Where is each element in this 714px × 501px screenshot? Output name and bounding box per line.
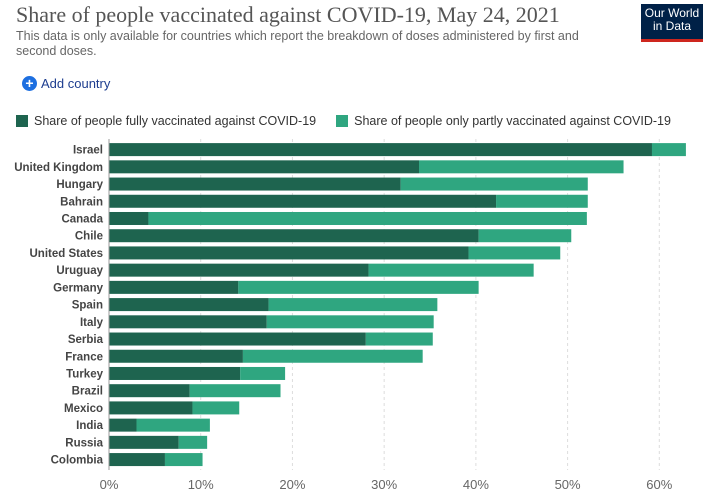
category-label: Turkey	[66, 368, 103, 380]
category-label: Spain	[72, 300, 103, 312]
bar-fully-vaccinated	[109, 177, 401, 191]
logo-line-2: in Data	[652, 19, 692, 33]
bar-fully-vaccinated	[109, 435, 179, 449]
legend: Share of people fully vaccinated against…	[16, 114, 691, 128]
category-label: Chile	[75, 231, 103, 243]
bar-fully-vaccinated	[109, 366, 241, 380]
bar-fully-vaccinated	[109, 263, 369, 277]
legend-swatch-partly	[336, 115, 349, 127]
bar-fully-vaccinated	[109, 280, 239, 294]
legend-item-fully[interactable]: Share of people fully vaccinated against…	[16, 114, 316, 128]
x-tick-label: 60%	[646, 477, 672, 492]
x-tick-label: 20%	[279, 477, 305, 492]
legend-label-partly: Share of people only partly vaccinated a…	[354, 114, 671, 128]
bar-fully-vaccinated	[109, 384, 190, 398]
bar-partly-vaccinated	[365, 332, 433, 346]
bar-partly-vaccinated	[496, 194, 588, 208]
bar-fully-vaccinated	[109, 453, 165, 467]
bar-partly-vaccinated	[242, 349, 423, 363]
x-tick-label: 40%	[463, 477, 489, 492]
bar-partly-vaccinated	[268, 298, 438, 312]
x-tick-label: 0%	[100, 477, 119, 492]
bar-fully-vaccinated	[109, 160, 420, 174]
bar-partly-vaccinated	[266, 315, 434, 329]
bar-partly-vaccinated	[468, 246, 561, 260]
category-label: Israel	[73, 145, 103, 157]
category-label: United States	[30, 248, 104, 260]
logo-line-1: Our World	[644, 6, 700, 20]
bar-fully-vaccinated	[109, 332, 366, 346]
bar-fully-vaccinated	[109, 143, 652, 157]
bar-partly-vaccinated	[240, 366, 286, 380]
bar-fully-vaccinated	[109, 315, 267, 329]
bar-partly-vaccinated	[189, 384, 281, 398]
category-label: France	[65, 351, 103, 363]
bar-partly-vaccinated	[238, 280, 479, 294]
legend-item-partly[interactable]: Share of people only partly vaccinated a…	[336, 114, 671, 128]
add-country-label: Add country	[41, 76, 111, 91]
x-tick-label: 50%	[555, 477, 581, 492]
plus-icon: +	[22, 76, 37, 91]
category-label: Canada	[61, 213, 103, 225]
category-label: Italy	[80, 317, 104, 329]
bar-partly-vaccinated	[136, 418, 210, 432]
bar-partly-vaccinated	[164, 453, 203, 467]
category-label: Serbia	[68, 334, 104, 346]
category-label: Russia	[65, 437, 103, 449]
bar-partly-vaccinated	[192, 401, 240, 415]
bar-fully-vaccinated	[109, 418, 137, 432]
legend-label-fully: Share of people fully vaccinated against…	[34, 114, 317, 128]
bar-partly-vaccinated	[651, 143, 686, 157]
bar-partly-vaccinated	[419, 160, 624, 174]
category-label: Mexico	[64, 403, 103, 415]
bar-fully-vaccinated	[109, 246, 469, 260]
bar-fully-vaccinated	[109, 349, 243, 363]
category-label: United Kingdom	[14, 162, 103, 174]
bar-fully-vaccinated	[109, 298, 269, 312]
bar-fully-vaccinated	[109, 229, 479, 243]
category-label: Uruguay	[56, 265, 103, 277]
category-label: Bahrain	[60, 196, 103, 208]
bar-partly-vaccinated	[478, 229, 572, 243]
bar-partly-vaccinated	[368, 263, 534, 277]
category-label: Germany	[53, 282, 103, 294]
bar-partly-vaccinated	[178, 435, 208, 449]
owid-logo[interactable]: Our World in Data	[641, 4, 703, 42]
bar-fully-vaccinated	[109, 194, 497, 208]
category-label: Brazil	[72, 386, 103, 398]
category-label: Hungary	[56, 179, 103, 191]
bar-partly-vaccinated	[400, 177, 588, 191]
chart-subtitle: This data is only available for countrie…	[16, 29, 579, 58]
category-label: Colombia	[51, 455, 104, 467]
x-tick-label: 10%	[188, 477, 214, 492]
bar-fully-vaccinated	[109, 211, 149, 225]
legend-swatch-fully	[16, 115, 28, 127]
bar-partly-vaccinated	[148, 211, 587, 225]
category-label: India	[76, 420, 103, 432]
add-country-button[interactable]: + Add country	[22, 76, 110, 91]
chart-title: Share of people vaccinated against COVID…	[16, 2, 560, 27]
x-tick-label: 30%	[371, 477, 397, 492]
bar-fully-vaccinated	[109, 401, 193, 415]
